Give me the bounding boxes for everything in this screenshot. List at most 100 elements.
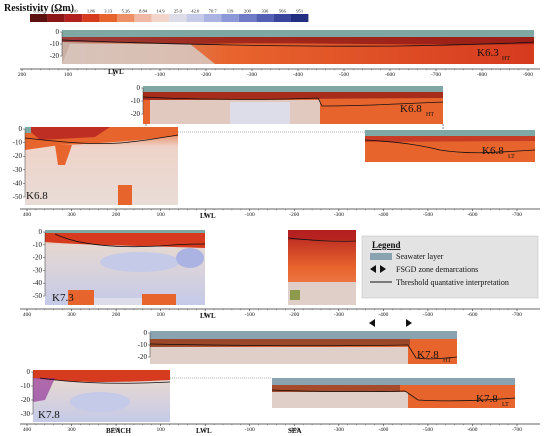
y-tick-label: -10 <box>21 382 31 390</box>
x-tick-label: -800 <box>477 72 487 78</box>
y-tick-label: -50 <box>33 292 43 300</box>
k68ht-label: K6.8 <box>400 103 422 115</box>
y-tick-label: -40 <box>33 279 43 287</box>
x-tick-label: 200 <box>112 212 121 218</box>
colorbar-tick-label: 566 <box>279 9 287 14</box>
colorbar-swatch <box>99 14 117 22</box>
x-tick-label: 100 <box>157 212 166 218</box>
y-tick-label: -50 <box>13 193 23 201</box>
x-tick-label: 200 <box>112 427 121 433</box>
x-tick-label: -100 <box>245 312 255 318</box>
colorbar-tick-label: 951 <box>296 9 304 14</box>
x-tick-label: -600 <box>467 312 477 318</box>
y-tick-label: -20 <box>131 110 141 118</box>
x-tick-label: -900 <box>523 72 533 78</box>
x-tick-label: -500 <box>423 212 433 218</box>
k78ht-sub: HT <box>443 358 451 364</box>
axis-row1-ticks: 200 100 0 -100 -200 -300 -400 -500 -600 -700 -800 -… <box>18 69 533 78</box>
colorbar-tick-label: 8.84 <box>139 9 148 14</box>
x-tick-label: -100 <box>245 427 255 433</box>
x-tick-label: -600 <box>467 427 477 433</box>
seawater-swatch <box>370 253 392 260</box>
x-tick-label: -300 <box>334 212 344 218</box>
y-tick-label: 0 <box>137 84 141 92</box>
y-tick-label: 0 <box>27 368 31 376</box>
legend-item-seawater: Seawater layer <box>396 252 444 261</box>
x-tick-label: -500 <box>423 312 433 318</box>
colorbar-swatch <box>117 14 135 22</box>
k63-label: K6.3 <box>477 47 499 59</box>
y-tick-label: -20 <box>13 152 23 160</box>
axis-row2-ticks: 400 300 200 100 0 -100 -200 -300 -400 -500 -600 -70… <box>23 209 522 218</box>
legend-title: Legend <box>372 240 401 250</box>
colorbar-swatch <box>134 14 152 22</box>
colorbar-swatch <box>30 14 48 22</box>
x-tick-label: -300 <box>334 312 344 318</box>
colorbar: 0.391 0.657 1.10 1.86 3.13 5.26 8.84 14.9 25.0 42… <box>30 9 309 22</box>
colorbar-tick-label: 0.657 <box>51 9 62 14</box>
x-tick-label: 0 <box>204 312 207 318</box>
panel-k68ht: K6.8 HT 0 -10 -20 <box>131 84 444 124</box>
y-tick-label: -20 <box>50 52 60 60</box>
x-tick-label: -600 <box>467 212 477 218</box>
fsgd-left-arrow-icon <box>370 265 376 273</box>
y-tick-label: 0 <box>19 125 23 133</box>
x-tick-label: 0 <box>204 212 207 218</box>
x-tick-label: -400 <box>378 312 388 318</box>
colorbar-swatch <box>221 14 239 22</box>
y-tick-label: -30 <box>13 166 23 174</box>
y-tick-label: -20 <box>138 353 148 361</box>
x-tick-label: -200 <box>289 312 299 318</box>
colorbar-swatch <box>204 14 222 22</box>
lwl-row3: LWL <box>200 312 216 320</box>
y-tick-label: 0 <box>56 28 60 36</box>
lwl-row2: LWL <box>200 212 216 220</box>
x-tick-label: -100 <box>245 212 255 218</box>
x-tick-label: 400 <box>23 212 32 218</box>
colorbar-swatch <box>186 14 204 22</box>
y-tick-label: -30 <box>21 410 31 418</box>
k68-label: K6.8 <box>26 190 48 202</box>
panel-k63: K6.3 HT 0 -10 -20 <box>50 28 535 64</box>
colorbar-swatch <box>82 14 100 22</box>
colorbar-swatch <box>238 14 257 22</box>
k78ht-label: K7.8 <box>417 349 439 361</box>
colorbar-tick-label: 5.26 <box>122 9 131 14</box>
x-tick-label: -300 <box>334 427 344 433</box>
beach-marker: BEACH <box>106 427 131 435</box>
x-tick-label: 400 <box>23 427 32 433</box>
lwl-row4: LWL <box>196 427 212 435</box>
legend: Legend Seawater layer FSGD zone demarcat… <box>361 235 539 299</box>
x-tick-label: 300 <box>67 427 76 433</box>
fsgd-marker-left-icon <box>369 319 375 327</box>
axis-row3-ticks: 400 300 200 100 0 -100 -200 -300 -400 -500 -600 -70… <box>23 309 522 318</box>
x-tick-label: -300 <box>247 72 257 78</box>
k78lt-sub: LT <box>502 402 509 408</box>
x-tick-label: -400 <box>378 212 388 218</box>
x-tick-label: -600 <box>385 72 395 78</box>
colorbar-swatch <box>64 14 83 22</box>
colorbar-tick-label: 1.86 <box>87 9 96 14</box>
x-tick-label: -500 <box>423 427 433 433</box>
axis-row4-ticks: 400 300 200 100 0 -100 -200 -300 -400 -500 -600 -70… <box>23 424 522 433</box>
x-tick-label: -400 <box>293 72 303 78</box>
x-tick-label: -400 <box>378 427 388 433</box>
x-tick-label: -100 <box>155 72 165 78</box>
colorbar-tick-label: 336 <box>261 9 269 14</box>
x-tick-label: 0 <box>113 72 116 78</box>
k78lt-label: K7.8 <box>476 393 498 405</box>
colorbar-tick-label: 200 <box>244 9 252 14</box>
colorbar-tick-label: 25.0 <box>174 9 183 14</box>
x-tick-label: -200 <box>201 72 211 78</box>
k68ht-sub: HT <box>426 112 434 118</box>
legend-item-threshold: Threshold quantative interpretation <box>396 278 509 287</box>
lwl-row1: LWL <box>108 68 124 76</box>
x-tick-label: 100 <box>157 312 166 318</box>
x-tick-label: 0 <box>204 427 207 433</box>
colorbar-swatch <box>291 14 309 22</box>
y-tick-label: 0 <box>39 228 43 236</box>
k73-label: K7.3 <box>52 292 74 304</box>
y-tick-label: -30 <box>33 266 43 274</box>
y-tick-label: -10 <box>138 341 148 349</box>
